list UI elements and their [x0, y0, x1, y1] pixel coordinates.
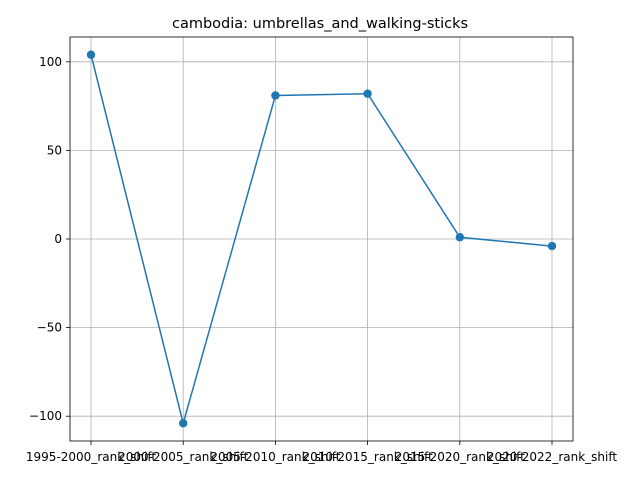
x-tick-label: 1995-2000_rank_shift	[26, 450, 156, 464]
data-point	[363, 89, 372, 98]
data-point	[271, 91, 280, 100]
y-tick-label: −50	[37, 321, 62, 335]
x-tick-label: 2020-2022_rank_shift	[487, 450, 617, 464]
data-point	[179, 419, 188, 428]
y-tick-label: 0	[54, 232, 62, 246]
chart-title: cambodia: umbrellas_and_walking-sticks	[172, 16, 468, 32]
x-tick-label: 2000-2005_rank_shift	[118, 450, 248, 464]
data-point	[455, 233, 464, 242]
y-tick-label: −100	[29, 409, 62, 423]
y-tick-label: 100	[39, 55, 62, 69]
x-tick-label: 2010-2015_rank_shift	[303, 450, 433, 464]
axis-ticks: 1995-2000_rank_shift2000-2005_rank_shift…	[26, 55, 617, 464]
y-tick-label: 50	[47, 143, 62, 157]
series-line	[90, 54, 553, 427]
data-point	[86, 50, 96, 59]
grid	[70, 37, 573, 441]
x-tick-label: 2015-2020_rank_shift	[395, 450, 525, 464]
series	[86, 50, 557, 428]
x-tick-label: 2005-2010_rank_shift	[210, 450, 340, 464]
plot-area-frame	[69, 36, 574, 442]
data-point	[547, 241, 557, 251]
